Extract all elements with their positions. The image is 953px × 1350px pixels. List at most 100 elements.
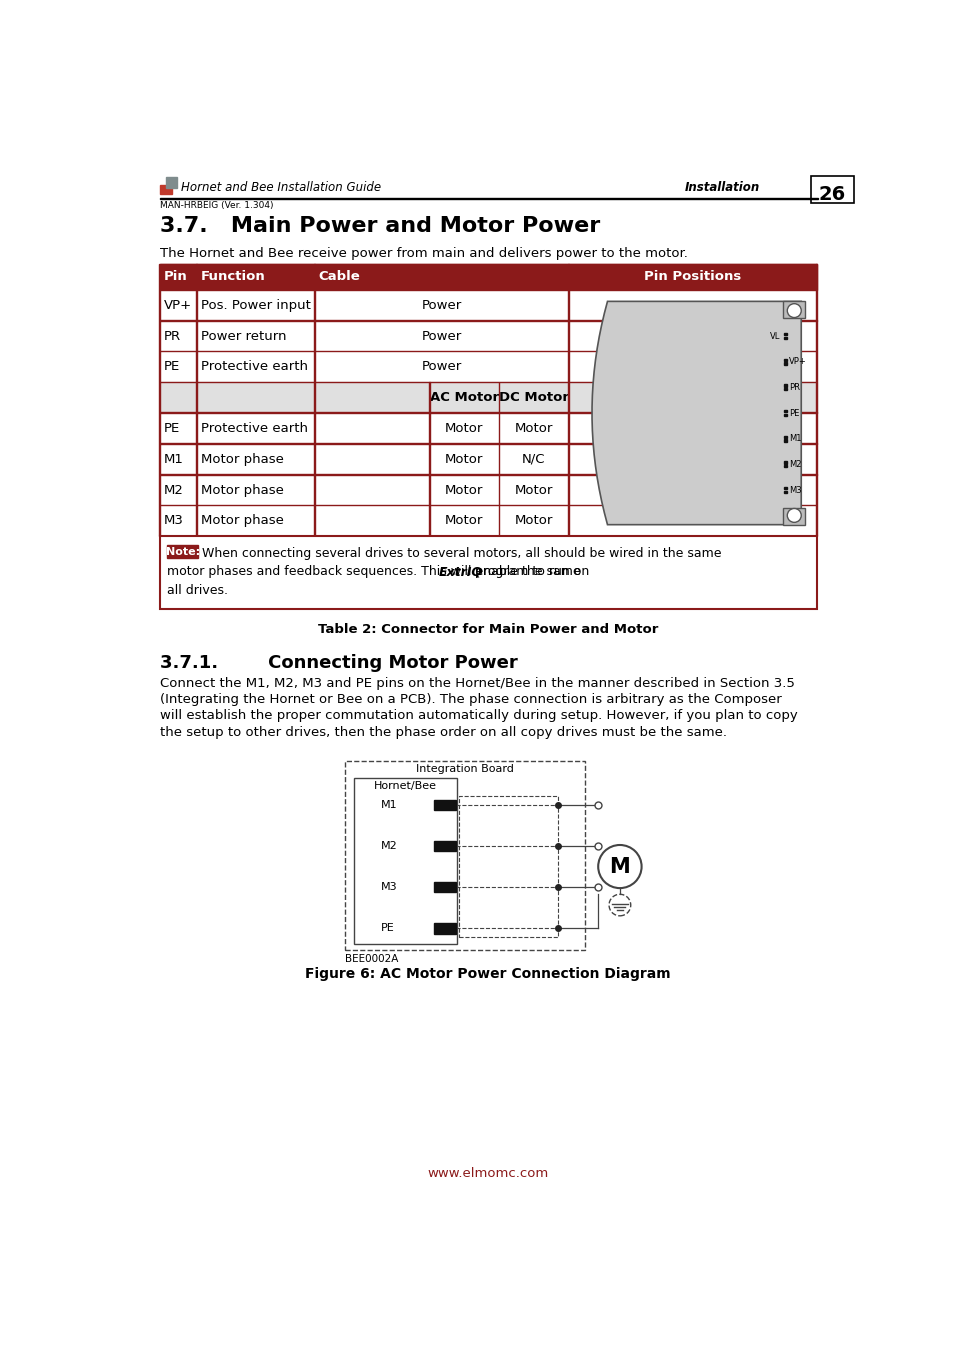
Text: M1: M1 — [381, 801, 397, 810]
Bar — [783, 359, 785, 360]
Bar — [434, 799, 456, 810]
Text: Figure 6: AC Motor Power Connection Diagram: Figure 6: AC Motor Power Connection Diag… — [305, 967, 670, 980]
Text: Motor: Motor — [444, 483, 483, 497]
Bar — [166, 177, 176, 188]
Bar — [782, 508, 804, 525]
Text: Motor: Motor — [515, 423, 553, 435]
Bar — [783, 387, 785, 390]
Bar — [344, 761, 584, 949]
Bar — [159, 536, 816, 609]
Text: Motor: Motor — [515, 514, 553, 528]
Text: Integration Board: Integration Board — [416, 764, 514, 774]
Bar — [783, 385, 785, 386]
Text: Motor: Motor — [444, 452, 483, 466]
Bar — [458, 795, 558, 937]
Text: Table 2: Connector for Main Power and Motor: Table 2: Connector for Main Power and Mo… — [317, 624, 658, 636]
Text: VL: VL — [769, 332, 780, 340]
Text: Note:: Note: — [166, 547, 199, 556]
Text: VP+: VP+ — [163, 298, 192, 312]
Text: M: M — [609, 856, 630, 876]
Text: Protective earth: Protective earth — [200, 423, 307, 435]
Text: Cable: Cable — [318, 270, 360, 284]
Text: Hornet and Bee Installation Guide: Hornet and Bee Installation Guide — [181, 181, 381, 194]
Text: will establish the proper commutation automatically during setup. However, if yo: will establish the proper commutation au… — [159, 710, 797, 722]
Text: VP+: VP+ — [788, 358, 805, 366]
Bar — [783, 487, 785, 489]
Bar — [783, 466, 785, 467]
Text: ExtrIQ: ExtrIQ — [438, 566, 482, 579]
Bar — [159, 320, 816, 351]
Text: M2: M2 — [381, 841, 397, 850]
Text: PR: PR — [163, 329, 180, 343]
Text: Function: Function — [200, 270, 265, 284]
Text: Power return: Power return — [200, 329, 286, 343]
Circle shape — [608, 894, 630, 915]
Bar — [434, 923, 456, 934]
Text: Power: Power — [421, 329, 461, 343]
Circle shape — [786, 304, 801, 317]
Bar — [167, 545, 198, 558]
Text: all drives.: all drives. — [167, 585, 228, 597]
Text: M3: M3 — [788, 486, 801, 494]
Text: Pin Positions: Pin Positions — [643, 270, 740, 284]
Text: Pos. Power input: Pos. Power input — [200, 298, 310, 312]
Bar — [783, 333, 785, 335]
Text: the setup to other drives, then the phase order on all copy drives must be the s: the setup to other drives, then the phas… — [159, 726, 726, 738]
Text: Motor: Motor — [444, 514, 483, 528]
Text: 3.7.1.        Connecting Motor Power: 3.7.1. Connecting Motor Power — [159, 653, 517, 672]
Text: Protective earth: Protective earth — [200, 360, 307, 374]
Bar — [783, 410, 785, 412]
Bar — [159, 263, 816, 290]
Text: AC Motor: AC Motor — [429, 392, 498, 404]
Polygon shape — [592, 301, 801, 525]
Text: Motor: Motor — [444, 423, 483, 435]
Bar — [159, 382, 816, 413]
Text: Motor phase: Motor phase — [200, 483, 283, 497]
Bar — [159, 505, 816, 536]
Text: Motor phase: Motor phase — [200, 452, 283, 466]
Bar — [783, 491, 785, 493]
Text: M2: M2 — [163, 483, 183, 497]
Text: Power: Power — [421, 298, 461, 312]
Text: PR: PR — [788, 383, 799, 392]
Text: M3: M3 — [163, 514, 183, 528]
Bar — [354, 778, 456, 944]
Text: Hornet/Bee: Hornet/Bee — [374, 782, 436, 791]
Bar — [783, 462, 785, 463]
Bar — [810, 176, 853, 202]
Bar — [783, 336, 785, 339]
Text: Motor phase: Motor phase — [200, 514, 283, 528]
Text: The Hornet and Bee receive power from main and delivers power to the motor.: The Hornet and Bee receive power from ma… — [159, 247, 687, 259]
Text: Connect the M1, M2, M3 and PE pins on the Hornet/Bee in the manner described in : Connect the M1, M2, M3 and PE pins on th… — [159, 678, 794, 690]
Text: When connecting several drives to several motors, all should be wired in the sam: When connecting several drives to severa… — [202, 547, 720, 560]
Text: Pin: Pin — [163, 270, 187, 284]
Bar — [159, 475, 816, 505]
Bar — [782, 301, 804, 319]
Text: program to run on: program to run on — [471, 566, 589, 579]
Bar — [434, 841, 456, 852]
Text: PE: PE — [163, 423, 179, 435]
Bar — [783, 362, 785, 364]
Text: www.elmomc.com: www.elmomc.com — [427, 1166, 548, 1180]
Text: PE: PE — [163, 360, 179, 374]
Text: MAN-HRBEIG (Ver. 1.304): MAN-HRBEIG (Ver. 1.304) — [159, 201, 273, 209]
Text: M3: M3 — [381, 882, 397, 892]
Text: M1: M1 — [788, 435, 801, 443]
Bar — [783, 436, 785, 437]
Text: PE: PE — [788, 409, 799, 417]
Text: Installation: Installation — [684, 181, 760, 194]
Text: PE: PE — [381, 923, 395, 933]
Text: M1: M1 — [163, 452, 183, 466]
Text: Motor: Motor — [515, 483, 553, 497]
Text: (Integrating the Hornet or Bee on a PCB). The phase connection is arbitrary as t: (Integrating the Hornet or Bee on a PCB)… — [159, 694, 781, 706]
Text: motor phases and feedback sequences. This will enable the same: motor phases and feedback sequences. Thi… — [167, 566, 584, 579]
Bar — [159, 290, 816, 320]
Text: DC Motor: DC Motor — [498, 392, 568, 404]
Text: BEE0002A: BEE0002A — [344, 953, 397, 964]
Bar — [159, 444, 816, 475]
Circle shape — [786, 509, 801, 522]
Text: Power: Power — [421, 360, 461, 374]
Text: 3.7.   Main Power and Motor Power: 3.7. Main Power and Motor Power — [159, 216, 599, 236]
Text: M2: M2 — [788, 460, 801, 468]
Bar — [159, 185, 172, 194]
